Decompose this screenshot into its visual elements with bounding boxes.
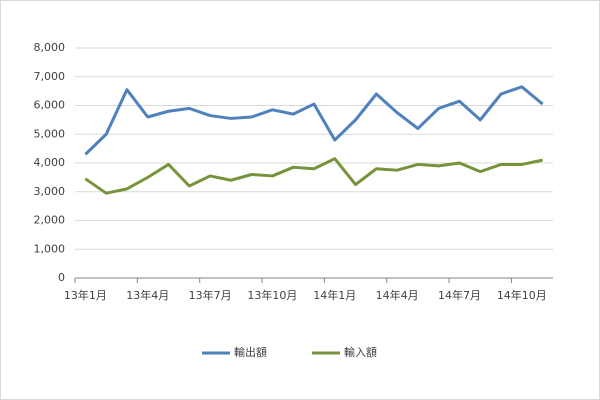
legend-label: 輸入額 [344, 345, 377, 359]
y-tick-label: 7,000 [34, 70, 66, 83]
x-tick-label: 14年10月 [497, 288, 547, 302]
x-tick-label: 13年4月 [126, 288, 169, 302]
y-tick-label: 4,000 [34, 156, 66, 169]
legend-label: 輸出額 [234, 345, 267, 359]
y-tick-label: 6,000 [34, 99, 66, 112]
y-tick-label: 8,000 [34, 41, 66, 54]
y-tick-label: 3,000 [34, 185, 66, 198]
y-tick-label: 1,000 [34, 242, 66, 255]
x-tick-label: 14年4月 [376, 288, 419, 302]
x-tick-label: 13年1月 [64, 288, 107, 302]
x-tick-label: 13年10月 [247, 288, 297, 302]
x-tick-label: 13年7月 [189, 288, 232, 302]
y-tick-label: 0 [58, 271, 65, 284]
y-tick-label: 5,000 [34, 127, 66, 140]
y-tick-label: 2,000 [34, 214, 66, 227]
x-tick-label: 14年1月 [313, 288, 356, 302]
data-line [84, 85, 544, 156]
x-tick-label: 14年7月 [438, 288, 481, 302]
data-line [84, 157, 543, 195]
